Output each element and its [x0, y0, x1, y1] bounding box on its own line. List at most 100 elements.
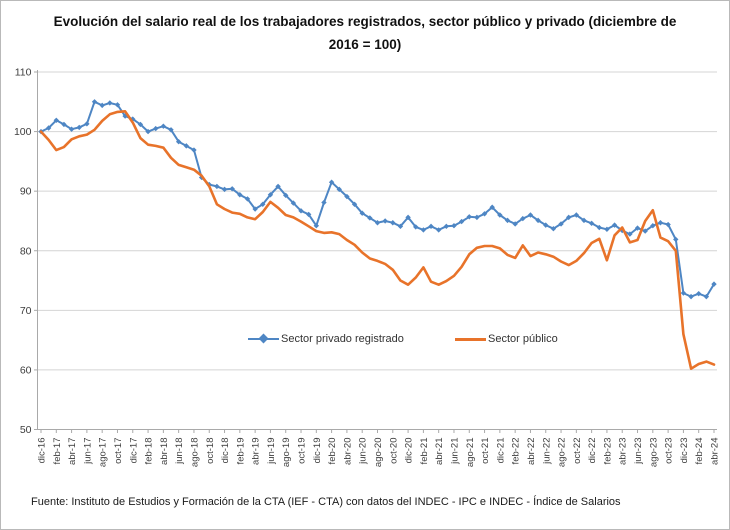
series-privado-marker: [489, 204, 495, 210]
series-privado-marker: [627, 231, 633, 237]
series-privado-marker: [237, 192, 243, 198]
series-privado-marker: [474, 214, 480, 221]
x-tick-label: dic-22: [587, 438, 598, 464]
series-privado-marker: [481, 211, 488, 217]
series-privado-marker: [451, 223, 457, 229]
series-privado-marker: [665, 221, 671, 228]
x-tick-label: dic-20: [404, 438, 415, 464]
x-tick-label: jun-21: [449, 438, 460, 465]
y-tick-label: 60: [20, 364, 32, 376]
series-privado-marker: [535, 217, 541, 224]
x-tick-label: dic-19: [312, 438, 323, 464]
series-privado-marker: [504, 217, 511, 224]
series-privado-marker: [351, 201, 358, 207]
series-privado-marker: [596, 224, 602, 231]
chart-legend: Sector privado registrado Sector público: [1, 331, 729, 347]
series-privado-marker: [328, 179, 335, 185]
series-privado-marker: [458, 218, 465, 225]
x-tick-label: oct-21: [480, 438, 491, 464]
privado-diamond-marker-icon: [258, 333, 269, 344]
legend-sample-privado-line-icon: [248, 331, 279, 347]
x-tick-label: jun-23: [633, 438, 644, 465]
x-tick-label: feb-18: [144, 438, 155, 465]
x-tick-label: dic-17: [128, 438, 139, 464]
series-privado-marker: [497, 212, 503, 218]
series-privado-marker: [53, 117, 59, 123]
series-privado-marker: [688, 293, 694, 300]
x-tick-label: oct-22: [572, 438, 583, 464]
series-privado-marker: [84, 121, 90, 127]
x-tick-label: abr-17: [67, 438, 78, 465]
series-privado-marker: [550, 226, 557, 232]
x-tick-label: oct-18: [205, 438, 216, 464]
x-tick-label: abr-22: [526, 438, 537, 465]
source-note: Fuente: Instituto de Estudios y Formació…: [31, 496, 621, 508]
series-privado-marker: [244, 196, 251, 202]
series-privado-marker: [565, 214, 572, 221]
series-privado-marker: [290, 200, 297, 206]
series-privado-marker: [413, 224, 419, 230]
series-privado-marker: [619, 227, 625, 234]
x-tick-label: jun-19: [266, 438, 277, 465]
y-tick-label: 70: [20, 305, 32, 317]
x-tick-label: feb-20: [327, 438, 338, 465]
x-tick-label: oct-20: [388, 438, 399, 464]
series-privado-marker: [527, 212, 534, 218]
series-privado-marker: [466, 214, 472, 220]
series-privado-marker: [260, 201, 266, 207]
series-privado-marker: [175, 139, 182, 145]
series-privado-marker: [76, 124, 82, 131]
series-privado-marker: [283, 192, 289, 199]
x-tick-label: ago-20: [373, 438, 384, 468]
x-tick-label: abr-20: [342, 438, 353, 465]
series-privado-marker: [344, 193, 350, 200]
series-privado-marker: [435, 227, 442, 233]
y-tick-label: 50: [20, 424, 32, 436]
x-tick-label: feb-21: [419, 438, 430, 465]
series-privado-marker: [588, 220, 595, 227]
x-tick-label: ago-23: [648, 438, 659, 468]
series-privado-marker: [420, 227, 427, 233]
series-privado-marker: [573, 212, 580, 218]
x-tick-label: abr-18: [159, 438, 170, 465]
x-tick-label: oct-17: [113, 438, 124, 464]
series-privado-marker: [382, 218, 388, 224]
legend-label-privado: Sector privado registrado: [281, 333, 404, 345]
x-tick-label: dic-23: [679, 438, 690, 464]
series-privado-marker: [428, 223, 434, 230]
series-privado-line: [40, 100, 715, 298]
x-tick-label: abr-19: [251, 438, 262, 465]
series-privado-marker: [657, 220, 664, 226]
series-privado-marker: [642, 228, 648, 234]
x-tick-label: jun-17: [82, 438, 93, 465]
series-privado-marker: [390, 220, 396, 226]
y-tick-label: 80: [20, 245, 32, 257]
chart-title-text: Evolución del salario real de los trabaj…: [53, 14, 677, 52]
series-privado-marker: [298, 208, 304, 214]
series-privado-marker: [634, 225, 641, 231]
series-privado-marker: [711, 281, 717, 287]
x-tick-label: ago-22: [557, 438, 568, 468]
series-privado-marker: [61, 121, 67, 128]
x-tick-label: ago-21: [465, 438, 476, 468]
x-tick-label: feb-23: [602, 438, 613, 465]
series-privado-marker: [558, 221, 564, 227]
x-tick-label: feb-19: [235, 438, 246, 465]
series-privado-marker: [275, 183, 281, 190]
x-tick-label: dic-21: [495, 438, 506, 464]
x-tick-label: ago-18: [189, 438, 200, 468]
series-privado-marker: [543, 222, 549, 228]
x-tick-label: feb-17: [52, 438, 63, 465]
legend-item-sector-privado: Sector privado registrado: [248, 331, 404, 347]
series-privado-marker: [313, 223, 320, 229]
x-tick-label: ago-17: [98, 438, 109, 468]
series-privado-marker: [305, 211, 312, 218]
series-privado-marker: [443, 223, 450, 230]
y-tick-label: 100: [14, 126, 32, 138]
x-tick-label: feb-24: [694, 438, 705, 465]
series-privado-marker: [367, 215, 373, 221]
series-privado-marker: [114, 102, 121, 108]
x-tick-label: oct-23: [664, 438, 675, 464]
